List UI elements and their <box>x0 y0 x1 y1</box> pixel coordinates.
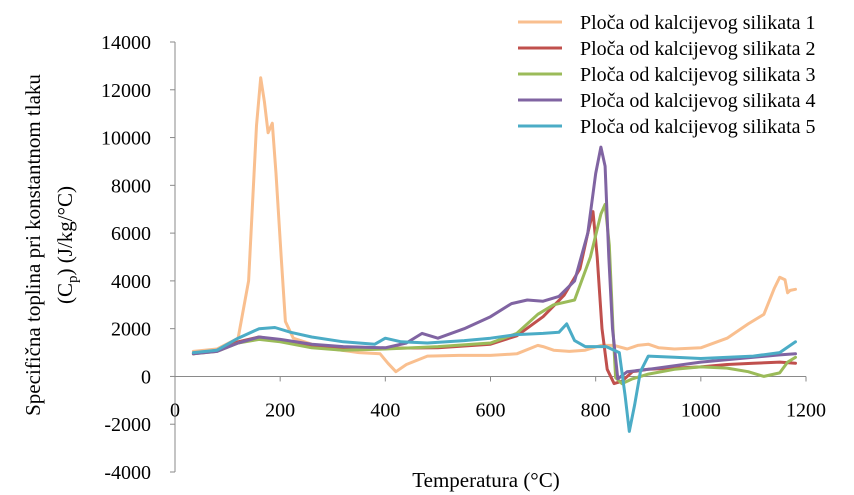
y-tick-label: 10000 <box>101 128 151 150</box>
series-line-3 <box>191 202 797 386</box>
legend-label-3: Ploča od kalcijevog silikata 3 <box>580 64 816 86</box>
x-tick-label: 0 <box>170 399 180 421</box>
y-axis-label: Specifična toplina pri konstantnom tlaku… <box>21 74 81 416</box>
legend: Ploča od kalcijevog silikata 1 Ploča od k… <box>518 12 816 138</box>
legend-label-4: Ploča od kalcijevog silikata 4 <box>580 90 816 112</box>
y-tick-labels: -4000 -2000 0 2000 4000 6000 8000 10000 12000 140… <box>101 32 151 484</box>
y-tick-label: -4000 <box>104 462 151 484</box>
y-tick-label: 0 <box>141 366 151 388</box>
x-axis-label: Temperatura (°C) <box>412 468 559 492</box>
series-line-4 <box>191 145 797 381</box>
y-tick-label: 12000 <box>101 80 151 102</box>
x-tick-label: 1000 <box>681 399 721 421</box>
series-line-5 <box>191 322 797 433</box>
x-tick-label: 400 <box>370 399 400 421</box>
y-axis-label-prefix: (C <box>53 283 77 304</box>
y-tick-label: 14000 <box>101 32 151 54</box>
y-axis-label-line1: Specifična toplina pri konstantnom tlaku <box>21 74 45 416</box>
y-tick-label: 4000 <box>111 271 151 293</box>
x-tick-labels: 0 200 400 600 800 1000 1200 <box>170 399 826 421</box>
legend-label-1: Ploča od kalcijevog silikata 1 <box>580 12 816 34</box>
y-tick-label: 8000 <box>111 175 151 197</box>
x-tick-label: 1200 <box>786 399 826 421</box>
y-axis-label-subscript: p <box>65 275 81 283</box>
x-tick-label: 800 <box>581 399 611 421</box>
x-tick-label: 600 <box>476 399 506 421</box>
y-axis-label-line2: (Cp) (J/kg/°C) <box>53 186 81 304</box>
legend-label-2: Ploča od kalcijevog silikata 2 <box>580 38 816 60</box>
series-lines <box>191 76 797 433</box>
y-tick-label: -2000 <box>104 414 151 436</box>
legend-label-5: Ploča od kalcijevog silikata 5 <box>580 116 816 138</box>
y-axis-label-suffix: ) (J/kg/°C) <box>53 186 77 275</box>
y-tick-label: 6000 <box>111 223 151 245</box>
series-line-1 <box>191 76 797 374</box>
y-tick-label: 2000 <box>111 319 151 341</box>
x-tick-label: 200 <box>265 399 295 421</box>
axes <box>170 41 807 473</box>
